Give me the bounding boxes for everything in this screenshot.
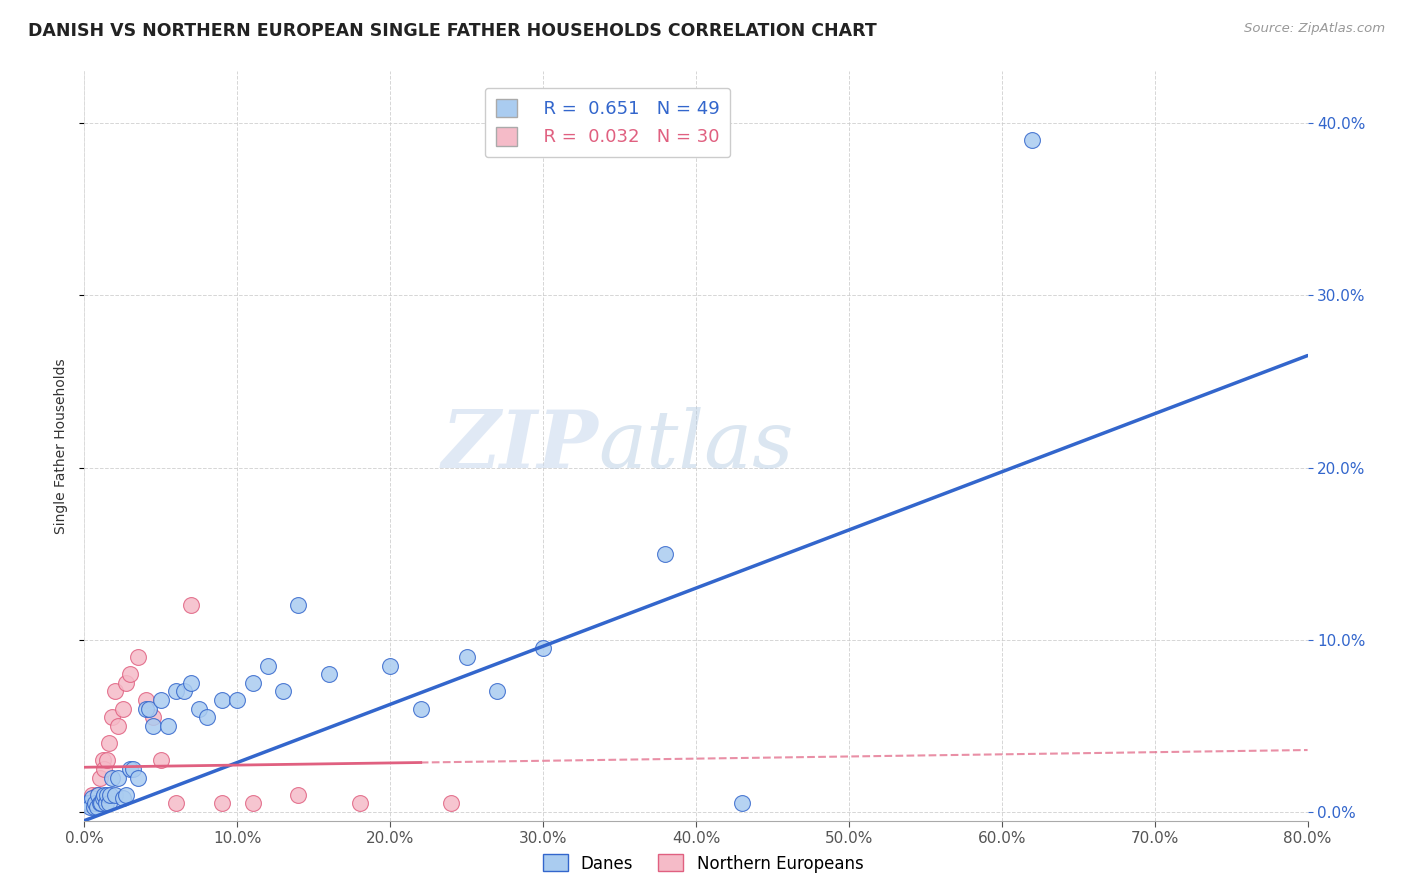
Point	[486, 684, 509, 698]
Point	[180, 599, 202, 613]
Point	[257, 658, 280, 673]
Point	[149, 753, 172, 767]
Point	[93, 788, 115, 802]
Point	[173, 684, 195, 698]
Point	[77, 797, 100, 811]
Point	[127, 650, 149, 665]
Point	[271, 684, 294, 698]
Point	[89, 771, 111, 785]
Point	[142, 719, 165, 733]
Point	[111, 701, 134, 715]
Point	[135, 701, 157, 715]
Point	[180, 676, 202, 690]
Text: Source: ZipAtlas.com: Source: ZipAtlas.com	[1244, 22, 1385, 36]
Point	[127, 771, 149, 785]
Point	[83, 800, 105, 814]
Point	[87, 788, 110, 802]
Point	[318, 667, 340, 681]
Point	[107, 719, 129, 733]
Point	[104, 684, 127, 698]
Point	[101, 771, 124, 785]
Point	[226, 693, 249, 707]
Point	[76, 797, 98, 811]
Point	[86, 800, 108, 814]
Point	[287, 599, 309, 613]
Point	[97, 797, 120, 811]
Point	[86, 788, 108, 802]
Point	[380, 658, 402, 673]
Text: atlas: atlas	[598, 408, 793, 484]
Point	[138, 701, 160, 715]
Point	[135, 693, 157, 707]
Point	[107, 771, 129, 785]
Point	[114, 788, 136, 802]
Point	[165, 797, 187, 811]
Point	[122, 762, 145, 776]
Point	[287, 788, 309, 802]
Point	[349, 797, 371, 811]
Point	[409, 701, 432, 715]
Point	[90, 797, 112, 811]
Point	[654, 547, 676, 561]
Point	[211, 693, 233, 707]
Point	[120, 667, 142, 681]
Point	[79, 800, 101, 814]
Point	[91, 791, 114, 805]
Legend: Danes, Northern Europeans: Danes, Northern Europeans	[536, 847, 870, 880]
Y-axis label: Single Father Households: Single Father Households	[55, 359, 69, 533]
Point	[76, 797, 98, 811]
Point	[456, 650, 478, 665]
Point	[1021, 133, 1043, 147]
Point	[114, 676, 136, 690]
Point	[111, 791, 134, 805]
Text: ZIP: ZIP	[441, 408, 598, 484]
Point	[211, 797, 233, 811]
Point	[242, 676, 264, 690]
Point	[80, 791, 103, 805]
Point	[80, 788, 103, 802]
Point	[188, 701, 211, 715]
Point	[120, 762, 142, 776]
Point	[531, 641, 554, 656]
Point	[195, 710, 218, 724]
Point	[77, 797, 100, 811]
Point	[242, 797, 264, 811]
Point	[79, 797, 101, 811]
Point	[165, 684, 187, 698]
Point	[104, 788, 127, 802]
Point	[149, 693, 172, 707]
Point	[84, 797, 107, 811]
Legend:   R =  0.651   N = 49,   R =  0.032   N = 30: R = 0.651 N = 49, R = 0.032 N = 30	[485, 88, 730, 157]
Point	[98, 788, 121, 802]
Point	[89, 797, 111, 811]
Point	[87, 788, 110, 802]
Point	[142, 710, 165, 724]
Point	[96, 788, 118, 802]
Point	[93, 762, 115, 776]
Point	[96, 753, 118, 767]
Point	[83, 797, 105, 811]
Point	[440, 797, 463, 811]
Point	[94, 797, 117, 811]
Point	[91, 753, 114, 767]
Point	[731, 797, 754, 811]
Point	[157, 719, 180, 733]
Text: DANISH VS NORTHERN EUROPEAN SINGLE FATHER HOUSEHOLDS CORRELATION CHART: DANISH VS NORTHERN EUROPEAN SINGLE FATHE…	[28, 22, 877, 40]
Point	[84, 797, 107, 811]
Point	[97, 736, 120, 750]
Point	[101, 710, 124, 724]
